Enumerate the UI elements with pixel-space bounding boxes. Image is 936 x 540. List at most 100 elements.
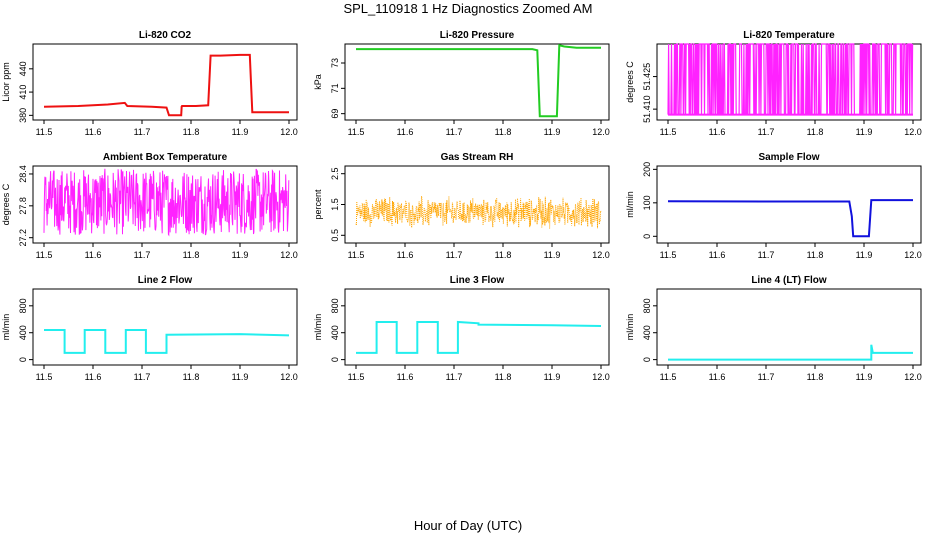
y-tick-label: 800 [642,298,652,313]
y-tick-label: 2.5 [330,167,340,180]
y-axis-label: ml/min [625,191,635,218]
y-tick-label: 1.5 [330,198,340,211]
y-tick-label: 440 [18,61,28,76]
panel-5: Gas Stream RH 11.5 11.6 11.7 11.8 11.9 12.0 0.5… [313,152,610,260]
panel-title: Sample Flow [758,152,819,163]
x-tick-label: 11.6 [397,372,414,382]
series-line [44,329,290,354]
series-points [355,195,602,230]
x-tick-label: 11.5 [36,250,53,260]
y-tick-label: 51.425 [642,63,652,91]
panel-title: Li-820 Temperature [743,30,835,41]
x-axis-label: Hour of Day (UTC) [413,518,523,533]
y-tick-label: 71 [330,83,340,93]
y-tick-label: 0 [18,357,28,362]
plot-frame [656,165,922,244]
x-tick-label: 11.7 [134,127,151,137]
plot-frame [344,288,610,366]
plot-frame [32,165,298,244]
y-axis-label: degrees C [1,183,11,225]
x-tick-label: 11.8 [183,127,200,137]
x-tick-label: 11.7 [758,250,775,260]
x-tick-label: 11.6 [397,250,414,260]
y-tick-label: 0 [642,357,652,362]
x-tick-label: 12.0 [280,250,298,260]
panel-3: Li-820 Temperature 11.5 11.6 11.7 11.8 11.9 12… [625,30,922,137]
x-tick-label: 11.9 [856,372,873,382]
x-tick-label: 11.7 [134,372,151,382]
series-line [43,168,290,237]
x-tick-label: 12.0 [280,372,298,382]
x-tick-label: 11.7 [758,372,775,382]
panel-7: Line 2 Flow 11.5 11.6 11.7 11.8 11.9 12.0 0 400 8… [1,275,298,382]
x-tick-label: 12.0 [592,372,610,382]
y-tick-label: 410 [18,85,28,100]
panel-2: Li-820 Pressure 11.5 11.6 11.7 11.8 11.9 12.0 6… [313,30,610,137]
x-tick-label: 11.5 [36,127,53,137]
x-tick-label: 11.8 [495,250,512,260]
x-tick-label: 11.8 [183,250,200,260]
panel-9: Line 4 (LT) Flow 11.5 11.6 11.7 11.8 11.9 12.0… [625,275,922,382]
plot-frame [344,43,610,121]
panel-title: Line 4 (LT) Flow [751,275,827,286]
x-tick-label: 11.7 [134,250,151,260]
x-tick-label: 11.9 [232,250,249,260]
x-tick-label: 11.9 [232,127,249,137]
x-tick-label: 11.9 [544,372,561,382]
x-tick-label: 11.6 [709,127,726,137]
x-tick-label: 12.0 [904,372,922,382]
y-axis-label: ml/min [313,314,323,341]
x-tick-label: 11.6 [397,127,414,137]
series-line [43,53,289,117]
x-tick-label: 11.5 [348,127,365,137]
figure-title: SPL_110918 1 Hz Diagnostics Zoomed AM [343,1,593,16]
x-tick-label: 11.6 [709,250,726,260]
panel-1: Li-820 CO2 11.5 11.6 11.7 11.8 11.9 12.0 380 410… [1,30,298,137]
y-tick-label: 100 [642,195,652,210]
x-tick-label: 11.9 [856,127,873,137]
x-tick-label: 11.5 [660,372,677,382]
y-tick-label: 69 [330,109,340,119]
y-axis-label: degrees C [625,61,635,103]
x-tick-label: 11.5 [348,250,365,260]
plot-frame [656,288,922,366]
x-tick-label: 11.8 [495,127,512,137]
plot-frame [32,43,298,121]
x-tick-label: 11.6 [85,127,102,137]
y-tick-label: 400 [18,325,28,340]
y-tick-label: 400 [642,325,652,340]
series-line [668,344,913,361]
y-tick-label: 51.410 [642,95,652,123]
x-tick-label: 12.0 [280,127,298,137]
y-tick-label: 27.8 [18,197,28,215]
series-line [667,43,914,116]
x-tick-label: 12.0 [592,127,610,137]
y-axis-label: ml/min [625,314,635,341]
y-axis-label: Licor ppm [1,62,11,102]
panel-6: Sample Flow 11.5 11.6 11.7 11.8 11.9 12.0 0 100 2… [625,152,922,260]
y-tick-label: 380 [18,108,28,123]
y-axis-label: percent [313,189,323,220]
panel-title: Li-820 CO2 [139,30,192,41]
y-axis-label: ml/min [1,314,11,341]
y-tick-label: 0.5 [330,229,340,242]
series-line [667,199,913,238]
x-tick-label: 11.9 [856,250,873,260]
x-tick-label: 11.6 [85,372,102,382]
y-tick-label: 73 [330,58,340,68]
x-tick-label: 11.7 [446,127,463,137]
x-tick-label: 11.5 [660,127,677,137]
x-tick-label: 11.5 [348,372,365,382]
y-tick-label: 27.2 [18,229,28,247]
series-line [356,320,602,354]
y-tick-label: 800 [330,298,340,313]
x-tick-label: 11.9 [544,250,561,260]
y-tick-label: 800 [18,298,28,313]
panel-title: Line 3 Flow [450,275,505,286]
x-tick-label: 12.0 [592,250,610,260]
x-tick-label: 12.0 [904,127,922,137]
x-tick-label: 11.7 [446,372,463,382]
panel-title: Ambient Box Temperature [103,152,228,163]
x-tick-label: 11.8 [807,127,824,137]
